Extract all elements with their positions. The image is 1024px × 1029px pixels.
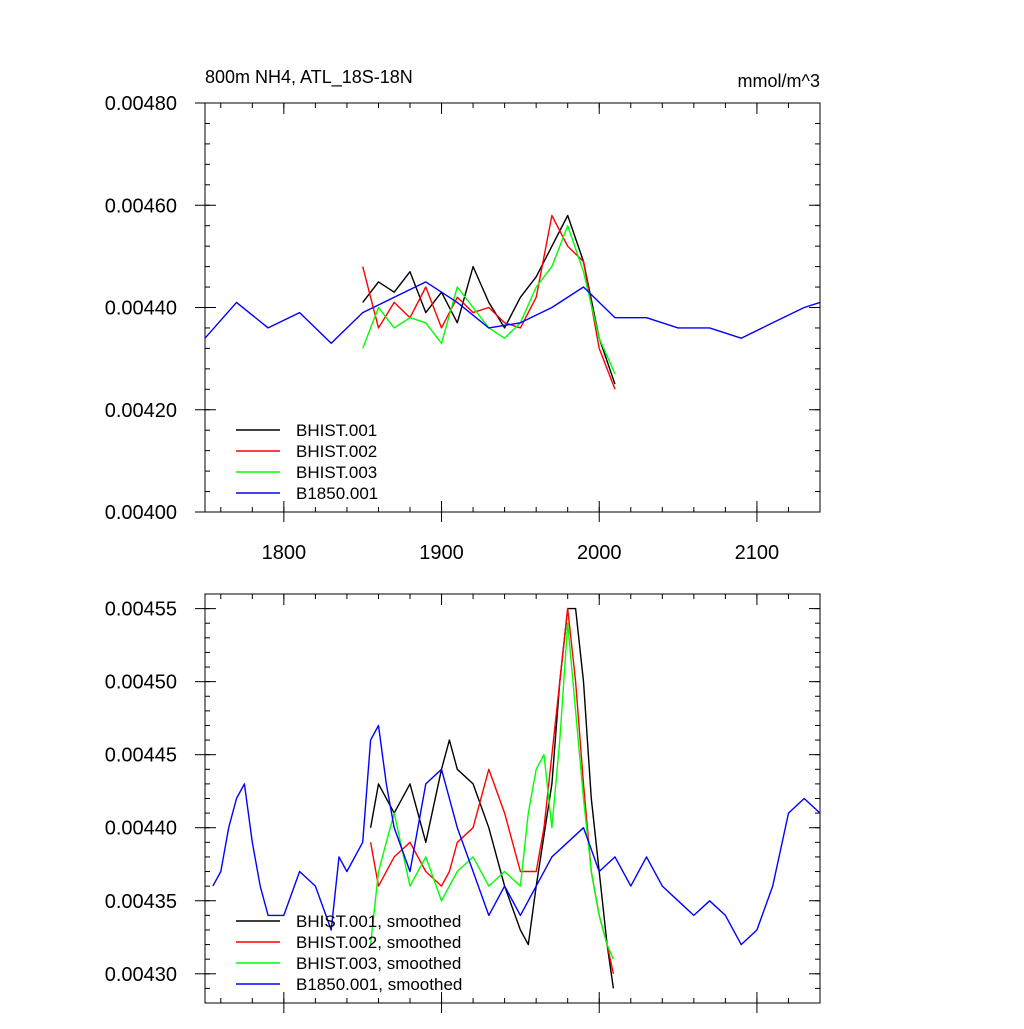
legend-label: BHIST.001 xyxy=(296,421,377,440)
y-tick-label: 0.00440 xyxy=(105,298,177,320)
legend-label: BHIST.002 xyxy=(296,442,377,461)
legend-label: B1850.001, smoothed xyxy=(296,975,462,994)
y-tick-label: 0.00430 xyxy=(105,964,177,986)
y-tick-label: 0.00450 xyxy=(105,672,177,694)
legend-label: BHIST.003, smoothed xyxy=(296,954,461,973)
y-tick-label: 0.00460 xyxy=(105,195,177,217)
panel-bottom-chart: 0.00430 0.00435 0.00440 0.00445 0.00450 0.004… xyxy=(105,593,821,1013)
x-tick-label: 2000 xyxy=(577,542,622,564)
series-line-bottom-2 xyxy=(369,622,615,960)
chart-units-label: mmol/m^3 xyxy=(738,71,820,91)
series-line-bottom-0 xyxy=(369,607,615,989)
legend-label: BHIST.001, smoothed xyxy=(296,912,461,931)
x-tick-label: 1900 xyxy=(419,542,464,564)
y-tick-label: 0.00420 xyxy=(105,400,177,422)
y-tick-label: 0.00400 xyxy=(105,502,177,524)
series-line-top-0 xyxy=(362,214,616,385)
y-tick-label: 0.00440 xyxy=(105,818,177,840)
series-line-top-3 xyxy=(204,281,821,344)
series-line-top-1 xyxy=(362,214,616,390)
series-line-bottom-1 xyxy=(369,607,615,974)
x-tick-label: 1800 xyxy=(262,542,307,564)
panel-top-chart: 800m NH4, ATL_18S-18N mmol/m^3 1800 1900 2… xyxy=(105,67,821,564)
series-line-bottom-3 xyxy=(212,724,821,946)
legend-label: BHIST.002, smoothed xyxy=(296,933,461,952)
y-tick-label: 0.00445 xyxy=(105,745,177,767)
y-tick-label: 0.00435 xyxy=(105,891,177,913)
y-tick-label: 0.00480 xyxy=(105,93,177,115)
x-tick-label: 2100 xyxy=(735,542,780,564)
series-line-top-2 xyxy=(362,224,616,375)
legend-label: BHIST.003 xyxy=(296,463,377,482)
legend-label: B1850.001 xyxy=(296,484,378,503)
y-tick-label: 0.00455 xyxy=(105,599,177,621)
chart-title: 800m NH4, ATL_18S-18N xyxy=(205,67,413,88)
